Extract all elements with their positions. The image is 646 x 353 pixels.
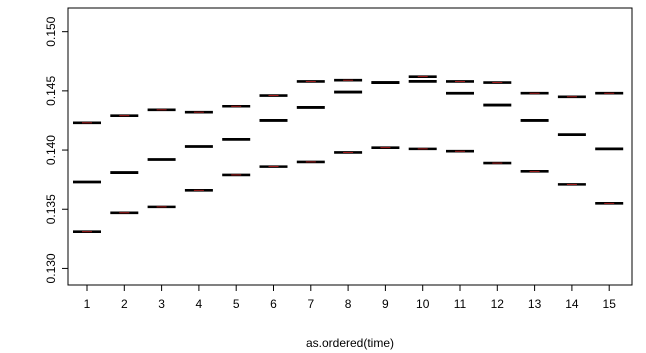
x-tick-label: 1 [84,297,91,311]
box-group [73,121,101,234]
x-tick-label: 8 [345,297,352,311]
box-group [483,81,512,165]
box-group [595,91,624,205]
y-tick-label: 0.130 [44,253,58,283]
box-group [520,91,549,173]
box-group [184,110,213,192]
box-group [334,78,363,154]
plot-frame [67,7,633,286]
x-tick-label: 4 [196,297,203,311]
box-group [110,114,139,215]
y-tick-label: 0.145 [44,76,58,106]
x-tick-label: 12 [491,297,505,311]
box-group [408,75,437,151]
x-tick-label: 5 [233,297,240,311]
box-group [296,80,325,164]
x-tick-label: 2 [121,297,128,311]
y-tick-label: 0.150 [44,16,58,46]
x-tick-label: 14 [565,297,579,311]
x-tick-label: 10 [416,297,430,311]
box-group [446,80,474,153]
x-tick-label: 6 [270,297,277,311]
box-group [147,108,176,209]
x-tick-label: 11 [454,297,467,311]
x-tick-label: 9 [382,297,389,311]
y-tick-label: 0.135 [44,194,58,224]
box-group [222,104,251,177]
x-tick-label: 15 [603,297,617,311]
box-group [371,81,400,149]
box-group [557,95,586,186]
y-tick-label: 0.140 [44,135,58,165]
box-group [259,94,288,168]
x-tick-label: 13 [528,297,542,311]
x-tick-label: 3 [158,297,165,311]
x-axis-title: as.ordered(time) [306,336,394,350]
x-tick-label: 7 [307,297,314,311]
